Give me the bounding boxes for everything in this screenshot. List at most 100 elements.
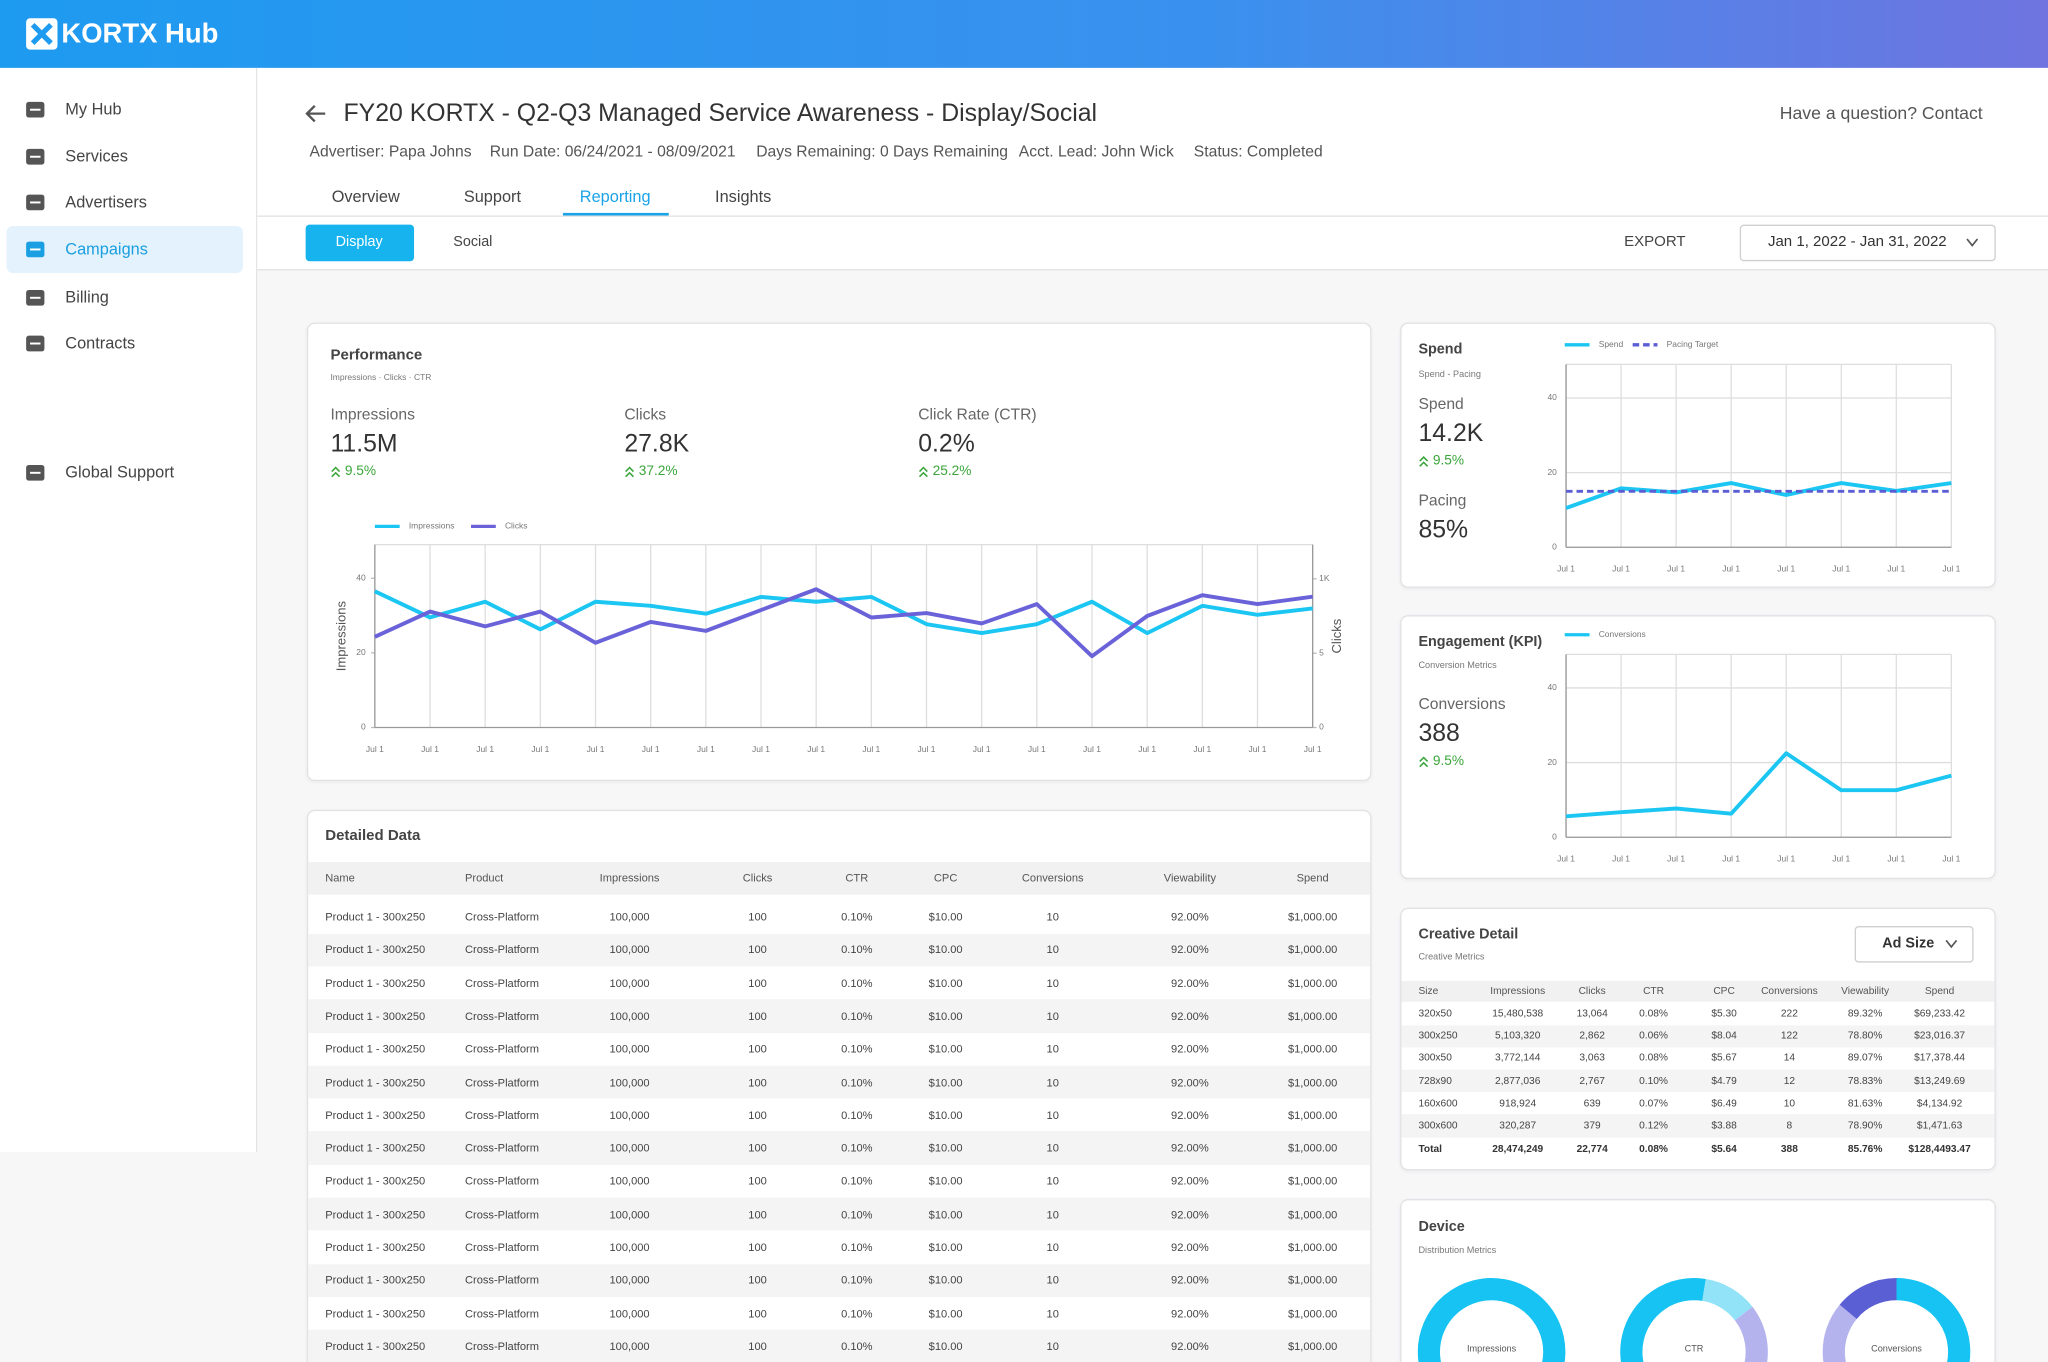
table-cell: $1,000.00	[1287, 1108, 1338, 1122]
table-cell: Cross-Platform	[464, 1207, 540, 1221]
table-cell: $13,249.69	[1914, 1074, 1966, 1087]
table-row-stripe	[308, 1329, 1371, 1362]
table-cell: 12	[1783, 1074, 1796, 1087]
tab[interactable]: Insights	[715, 187, 772, 207]
nav-item[interactable]: Billing	[65, 288, 109, 307]
table-cell: 10	[1046, 1174, 1059, 1188]
kpi-change: 9.5%	[344, 463, 377, 480]
table-cell: 2,862	[1579, 1029, 1605, 1042]
table-cell: Cross-Platform	[464, 976, 540, 990]
table-cell: 0.10%	[1639, 1074, 1668, 1087]
table-cell: Product 1 - 300x250	[325, 1042, 426, 1056]
table-cell: 100	[748, 976, 767, 990]
kpi-value: 27.8K	[624, 430, 690, 458]
table-cell: 100	[748, 1009, 767, 1023]
table-cell: 0.07%	[1639, 1097, 1668, 1109]
campaign-meta: Status: Completed	[1193, 142, 1323, 161]
table-cell: 0.10%	[841, 1306, 873, 1320]
table-cell: 728x90	[1418, 1074, 1452, 1087]
table-cell: 0.10%	[841, 1141, 873, 1155]
table-cell: 918,924	[1499, 1097, 1537, 1109]
table-cell: $1,000.00	[1287, 976, 1338, 990]
table-cell: 100	[748, 1108, 767, 1122]
table-cell: Cross-Platform	[464, 910, 540, 924]
table-cell: 0.10%	[841, 1075, 873, 1089]
table-cell: $69,233.42	[1914, 1007, 1966, 1019]
table-total-cell: 28,474,249	[1492, 1142, 1544, 1155]
table-cell: 300x50	[1418, 1052, 1452, 1064]
table-cell: 100	[748, 1075, 767, 1089]
table-row-stripe	[308, 1131, 1371, 1165]
table-header-bg	[308, 861, 1371, 895]
table-header: CTR	[845, 870, 869, 884]
table-cell: 639	[1583, 1097, 1601, 1109]
nav-item[interactable]: Advertisers	[65, 192, 147, 212]
kpi-change: 37.2%	[638, 463, 678, 480]
contact-link[interactable]: Have a question? Contact	[1779, 103, 1983, 124]
export-button[interactable]: EXPORT	[1624, 234, 1686, 250]
table-cell: $1,000.00	[1287, 1174, 1338, 1188]
dropdown-label[interactable]: Ad Size	[1882, 935, 1935, 952]
table-cell: Product 1 - 300x250	[325, 1174, 426, 1188]
table-cell: 0.10%	[841, 1174, 873, 1188]
table-cell: Product 1 - 300x250	[325, 1339, 426, 1353]
table-cell: 100	[748, 1240, 767, 1254]
nav-item[interactable]: Services	[65, 147, 128, 166]
table-cell: 0.10%	[841, 943, 873, 957]
date-range[interactable]: Jan 1, 2022 - Jan 31, 2022	[1767, 234, 1947, 250]
table-cell: $1,000.00	[1287, 1207, 1338, 1221]
device-card	[1400, 1199, 1996, 1362]
subtab[interactable]: Social	[453, 234, 493, 251]
table-cell: 89.32%	[1847, 1007, 1883, 1019]
table-cell: 100	[748, 910, 767, 924]
table-cell: 92.00%	[1171, 1108, 1209, 1122]
table-cell: 92.00%	[1171, 1075, 1209, 1089]
table-total-cell: $128,4493.47	[1908, 1142, 1971, 1155]
table-cell: 10	[1046, 1042, 1059, 1056]
table-cell: 0.10%	[841, 1207, 873, 1221]
nav-active-bg	[6, 225, 243, 273]
table-cell: 0.10%	[841, 976, 873, 990]
table-header: CPC	[933, 870, 958, 884]
table-cell: 10	[1046, 1075, 1059, 1089]
kpi-value: 0.2%	[918, 430, 975, 458]
table-cell: Product 1 - 300x250	[325, 976, 426, 990]
kpi-change: 25.2%	[932, 463, 972, 480]
tabs-divider	[257, 215, 2048, 217]
date-dropdown[interactable]	[1739, 224, 1996, 262]
table-cell: 10	[1046, 943, 1059, 957]
table-cell: 92.00%	[1171, 1141, 1209, 1155]
tab[interactable]: Overview	[331, 187, 400, 207]
table-cell: 89.07%	[1847, 1052, 1883, 1064]
card-title: Device	[1418, 1219, 1465, 1235]
table-header-bg	[1401, 980, 1995, 1002]
card-subtitle: Creative Metrics	[1418, 952, 1485, 962]
nav-item[interactable]: My Hub	[65, 100, 122, 119]
subtab-active-bg[interactable]	[305, 224, 415, 262]
subtab[interactable]: Display	[335, 234, 383, 251]
table-cell: 100,000	[609, 1174, 650, 1188]
kpi-label: Conversions	[1418, 694, 1506, 714]
table-cell: $10.00	[928, 1306, 963, 1320]
table-cell: 92.00%	[1171, 1339, 1209, 1353]
card-title: Detailed Data	[325, 828, 421, 845]
brand[interactable]: KORTX Hub	[61, 18, 219, 49]
tab[interactable]: Support	[463, 187, 521, 207]
nav-item[interactable]: Global Support	[65, 463, 175, 482]
table-cell: 13,064	[1576, 1007, 1608, 1019]
table-header: Size	[1418, 984, 1439, 997]
table-cell: 100	[748, 1306, 767, 1320]
kpi-label: Spend	[1418, 394, 1464, 413]
nav-item[interactable]: Campaigns	[65, 239, 148, 259]
tab[interactable]: Reporting	[579, 187, 651, 207]
card-subtitle: Conversion Metrics	[1418, 661, 1497, 671]
card-title: Spend	[1418, 341, 1463, 358]
campaign-meta: Advertiser: Papa Johns	[309, 142, 472, 161]
kpi-label: Clicks	[624, 404, 667, 424]
table-cell: Cross-Platform	[464, 1141, 540, 1155]
card-subtitle: Spend - Pacing	[1418, 370, 1481, 380]
table-cell: 10	[1046, 1207, 1059, 1221]
nav-item[interactable]: Contracts	[65, 334, 136, 353]
table-cell: Cross-Platform	[464, 1075, 540, 1089]
